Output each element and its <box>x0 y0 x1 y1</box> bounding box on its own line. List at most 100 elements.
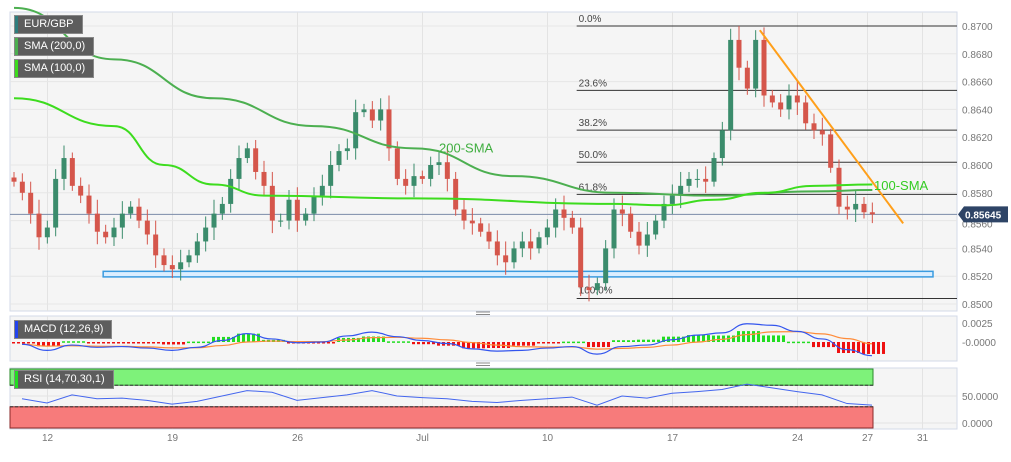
candle-bullish <box>594 283 600 291</box>
macd-histogram-bar <box>82 341 85 343</box>
candle-bullish <box>553 209 559 228</box>
macd-histogram-bar <box>402 341 405 343</box>
macd-histogram-bar <box>797 341 800 344</box>
macd-histogram-bar <box>577 341 580 344</box>
macd-histogram-bar <box>112 342 115 344</box>
macd-histogram-bar <box>507 342 510 349</box>
candle-bullish <box>211 213 217 228</box>
candle-bullish <box>111 227 117 238</box>
sma100-annotation: 100-SMA <box>874 178 929 193</box>
macd-histogram-bar <box>587 342 590 348</box>
macd-histogram-bar <box>102 342 105 344</box>
candle-bullish <box>411 176 417 186</box>
resistance-trendline <box>759 29 904 224</box>
macd-histogram-bar <box>747 331 750 342</box>
candle-bullish <box>519 241 525 249</box>
macd-histogram-bar <box>807 341 810 344</box>
macd-histogram-bar <box>182 342 185 345</box>
y-tick-label: 0.8620 <box>962 133 993 144</box>
candle-bearish <box>161 255 167 266</box>
macd-histogram-bar <box>62 341 65 343</box>
candle-bullish <box>661 203 667 221</box>
candle-bearish <box>294 199 300 221</box>
macd-histogram-bar <box>222 336 225 342</box>
y-tick-label: 0.8640 <box>962 105 993 116</box>
main-macd-divider-handle <box>476 311 490 315</box>
macd-histogram-bar <box>417 342 420 345</box>
rsi-line <box>21 383 873 406</box>
macd-histogram-bar <box>472 342 475 349</box>
macd-histogram-bar <box>712 335 715 342</box>
candle-bearish <box>94 213 100 232</box>
y-tick-label: 0.8660 <box>962 78 993 89</box>
macd-histogram-bar <box>137 342 140 344</box>
legend-macd[interactable]: MACD (12,26,9) <box>14 320 113 339</box>
macd-histogram-bar <box>822 342 825 348</box>
candle-bearish <box>103 231 109 238</box>
macd-histogram-bar <box>877 342 880 354</box>
macd-histogram-bar <box>702 335 705 342</box>
candle-bearish <box>869 212 875 215</box>
candle-bullish <box>344 148 350 152</box>
y-tick-label: 0.8520 <box>962 272 993 283</box>
macd-y-tick-label: 0.0025 <box>962 319 993 330</box>
macd-histogram-bar <box>612 340 615 342</box>
legend-rsi[interactable]: RSI (14,70,30,1) <box>14 370 114 389</box>
legend-pair[interactable]: EUR/GBP <box>14 15 83 34</box>
macd-histogram-bar <box>257 333 260 342</box>
candle-bullish <box>544 227 550 238</box>
candle-bearish <box>419 176 425 179</box>
candle-bearish <box>136 206 142 221</box>
legend-sma200[interactable]: SMA (200,0) <box>14 37 95 56</box>
candle-bullish <box>669 195 675 204</box>
legend-sma100[interactable]: SMA (100,0) <box>14 59 95 78</box>
macd-histogram-bar <box>157 342 160 344</box>
macd-histogram-bar <box>127 342 130 344</box>
macd-histogram-bar <box>547 342 550 344</box>
macd-histogram-bar <box>247 333 250 342</box>
macd-histogram-bar <box>532 342 535 346</box>
macd-histogram-bar <box>602 342 605 348</box>
macd-histogram-bar <box>527 342 530 346</box>
macd-histogram-bar <box>607 342 610 348</box>
candle-bearish <box>369 109 375 121</box>
macd-histogram-bar <box>37 342 40 347</box>
x-tick-label: 24 <box>792 433 804 444</box>
candle-bearish <box>761 39 767 96</box>
candle-bullish <box>436 162 442 165</box>
macd-histogram-bar <box>637 339 640 342</box>
macd-histogram-bar <box>12 342 15 344</box>
candle-bullish <box>361 109 367 113</box>
macd-histogram-bar <box>392 341 395 343</box>
rsi-overbought-zone <box>9 368 874 386</box>
macd-histogram-bar <box>252 333 255 342</box>
macd-histogram-bar <box>317 342 320 344</box>
sma200-line <box>13 6 873 197</box>
macd-histogram-bar <box>477 342 480 349</box>
macd-histogram-bar <box>162 342 165 345</box>
macd-histogram-bar <box>462 342 465 349</box>
macd-histogram-bar <box>562 341 565 344</box>
macd-histogram-bar <box>782 335 785 342</box>
macd-histogram-bar <box>772 335 775 342</box>
macd-histogram-bar <box>757 331 760 342</box>
candle-bearish <box>828 134 834 168</box>
macd-histogram-bar <box>192 341 195 344</box>
candle-bullish <box>611 209 617 249</box>
macd-y-tick-label: -0.0000 <box>962 338 996 349</box>
candle-bearish <box>794 95 800 103</box>
macd-histogram-bar <box>72 341 75 343</box>
candle-bullish <box>644 234 650 246</box>
macd-panel <box>9 315 958 362</box>
macd-histogram-bar <box>557 342 560 344</box>
macd-histogram-bar <box>467 342 470 349</box>
macd-histogram-bar <box>407 341 410 343</box>
macd-histogram-bar <box>202 341 205 344</box>
candle-bullish <box>328 165 334 186</box>
macd-histogram-bar <box>592 342 595 348</box>
macd-histogram-bar <box>457 342 460 346</box>
candle-bearish <box>86 195 92 214</box>
macd-histogram-bar <box>867 342 870 354</box>
macd-histogram-bar <box>827 342 830 348</box>
